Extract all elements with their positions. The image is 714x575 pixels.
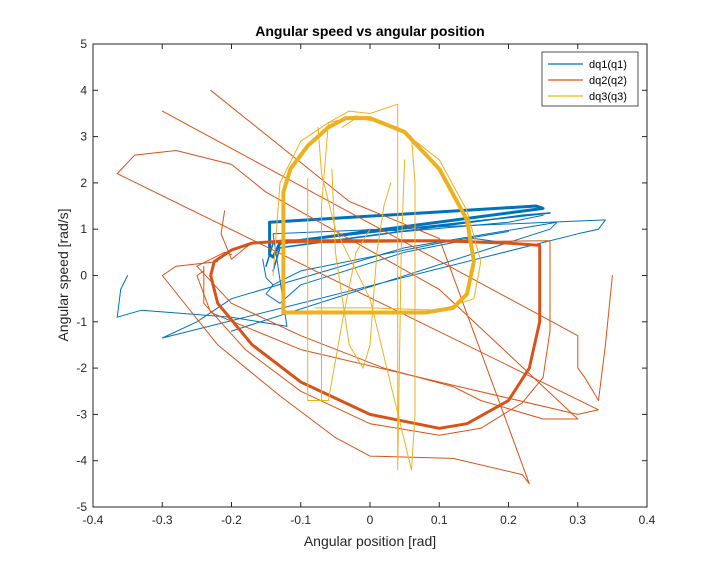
tick-layer: -0.4 -0.3 -0.2 -0.1 0 0.1 0.2 0.3 0.4 -5 -4 -3 -2 -1 0… [76, 37, 655, 527]
series-line [116, 219, 606, 339]
x-tick-label: -0.1 [290, 513, 311, 527]
y-tick-label: 2 [80, 176, 87, 190]
y-tick-label: 4 [80, 83, 87, 97]
series-line [116, 173, 599, 415]
x-tick-label: -0.3 [152, 513, 173, 527]
series-line [161, 89, 530, 485]
plot-area [92, 43, 648, 508]
y-tick-label: -4 [76, 454, 87, 468]
y-axis-label: Angular speed [rad/s] [55, 208, 71, 341]
y-tick-label: 5 [80, 37, 87, 51]
y-tick-label: 1 [80, 222, 87, 236]
chart-title: Angular speed vs angular position [255, 23, 484, 39]
series-dq3q3 [272, 103, 482, 471]
legend-label-dq2: dq2(q2) [589, 75, 627, 87]
y-tick-label: -1 [76, 315, 87, 329]
x-tick-label: -0.4 [83, 513, 104, 527]
y-tick-label: 0 [80, 269, 87, 283]
series-line [161, 110, 613, 401]
series-line [272, 115, 482, 311]
series-line [307, 177, 371, 401]
legend-label-dq1: dq1(q1) [589, 59, 627, 71]
x-tick-label: 0.4 [639, 513, 656, 527]
x-tick-label: -0.2 [221, 513, 242, 527]
y-tick-label: -3 [76, 407, 87, 421]
x-tick-label: 0.1 [431, 513, 448, 527]
series-line [265, 238, 509, 304]
x-tick-label: 0.3 [569, 513, 586, 527]
legend-box [541, 51, 639, 107]
series-line [321, 103, 406, 471]
series-line [265, 212, 551, 272]
series-dq2q2 [116, 89, 613, 485]
legend-label-dq3: dq3(q3) [589, 91, 627, 103]
series-line [334, 214, 544, 237]
series-line [331, 168, 392, 369]
y-tick-label: 3 [80, 130, 87, 144]
x-axis-label: Angular position [rad] [304, 533, 436, 549]
x-tick-label: 0 [367, 513, 374, 527]
series-line [203, 210, 551, 436]
y-tick-label: -2 [76, 361, 87, 375]
y-tick-label: -5 [76, 500, 87, 514]
series-layer [116, 89, 613, 485]
x-tick-label: 0.2 [500, 513, 517, 527]
series-line [116, 150, 579, 420]
legend: dq1(q1) dq2(q2) dq3(q3) [541, 51, 639, 107]
